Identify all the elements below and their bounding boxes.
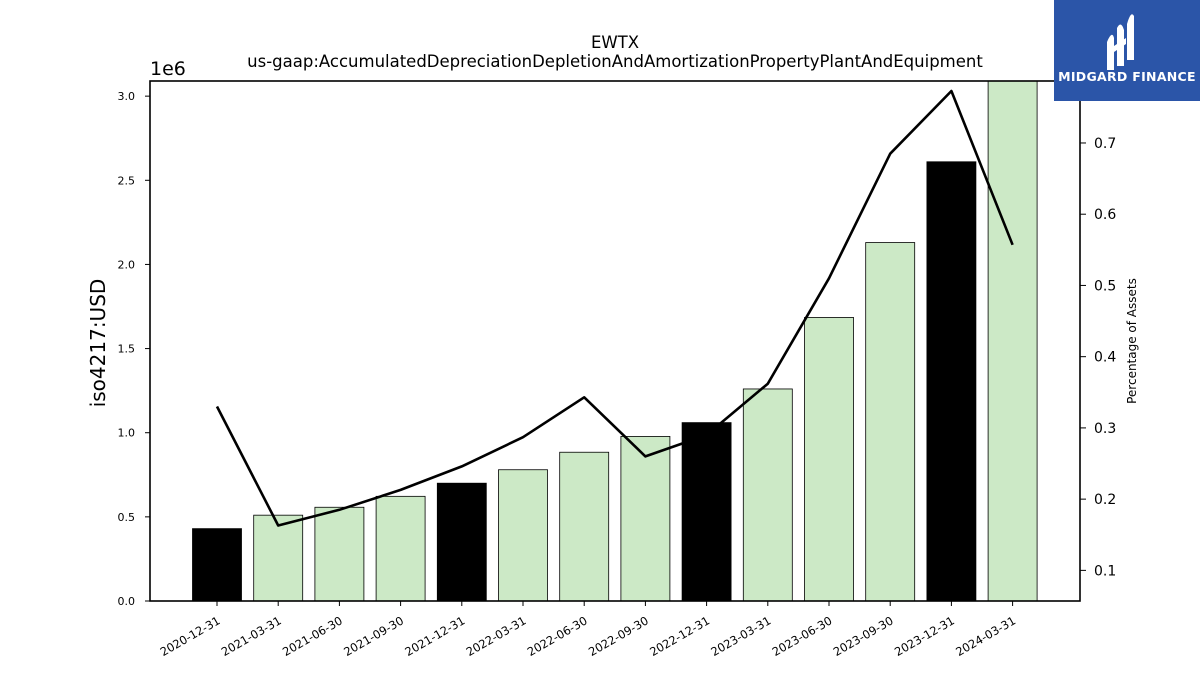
y-tick-label: 0.5 [118, 511, 136, 524]
y-tick-label: 2.5 [118, 174, 136, 187]
bar [314, 506, 365, 602]
bar [498, 469, 548, 602]
chart-subtitle: us-gaap:AccumulatedDepreciationDepletion… [247, 52, 983, 71]
x-tick-label: 2023-03-31 [708, 613, 773, 659]
y-tick-label: 1.5 [118, 343, 136, 356]
y2-tick-label: 0.4 [1094, 350, 1116, 366]
axes [145, 80, 1086, 606]
bar [742, 388, 793, 602]
x-tick-label: 2023-12-31 [892, 613, 957, 659]
x-tick-label: 2022-03-31 [464, 613, 529, 659]
midgard-logo-icon [1054, 0, 1200, 101]
x-tick-label: 2021-06-30 [280, 613, 345, 659]
bar [253, 514, 304, 602]
x-tick-label: 2024-03-31 [953, 613, 1018, 659]
bar [865, 242, 916, 602]
y2-tick-label: 0.1 [1094, 563, 1116, 579]
bar [436, 482, 487, 602]
y2-tick-label: 0.2 [1094, 492, 1116, 508]
bar [926, 161, 977, 602]
bar [375, 495, 426, 602]
x-tick-label: 2022-12-31 [647, 613, 712, 659]
y-tick-label: 3.0 [118, 90, 136, 103]
y2-axis-title: Percentage of Assets [1125, 278, 1139, 404]
x-tick-label: 2021-09-30 [341, 613, 406, 659]
bar [804, 317, 854, 602]
y-axis-title: iso4217:USD [86, 279, 110, 408]
percentage-line-series [215, 89, 1014, 527]
bar [987, 80, 1038, 602]
y2-tick-label: 0.7 [1094, 136, 1116, 152]
x-tick-label: 2020-12-31 [158, 613, 223, 659]
percentage-line [215, 89, 1014, 527]
logo-text: MIDGARD FINANCE [1058, 69, 1196, 84]
bar [681, 422, 732, 602]
y2-tick-label: 0.3 [1094, 421, 1116, 437]
plot-frame [149, 80, 1081, 602]
x-tick-label: 2021-12-31 [402, 613, 467, 659]
y-tick-label: 1.0 [118, 427, 136, 440]
y-tick-label: 2.0 [118, 258, 136, 271]
x-tick-label: 2023-06-30 [770, 613, 835, 659]
x-tick-label: 2023-09-30 [831, 613, 896, 659]
chart-title: EWTX [590, 33, 640, 52]
x-tick-label: 2022-06-30 [525, 613, 590, 659]
x-tick-label: 2021-03-31 [219, 613, 284, 659]
x-tick-label: 2022-09-30 [586, 613, 651, 659]
y-tick-label: 0.0 [118, 595, 136, 608]
midgard-logo: MIDGARD FINANCE [1054, 0, 1200, 101]
bar-series [192, 80, 1038, 602]
bar [559, 451, 610, 602]
y2-tick-label: 0.5 [1094, 278, 1116, 294]
y-offset-label: 1e6 [150, 58, 186, 80]
bar [620, 436, 671, 602]
bar [192, 528, 242, 602]
axis-labels: 0.0 0.5 1.0 1.5 2.0 2.5 3.0 0.1 0.2 0.3 0.4 0.5 0.6 0… [86, 58, 1139, 659]
y2-tick-label: 0.6 [1094, 207, 1116, 223]
